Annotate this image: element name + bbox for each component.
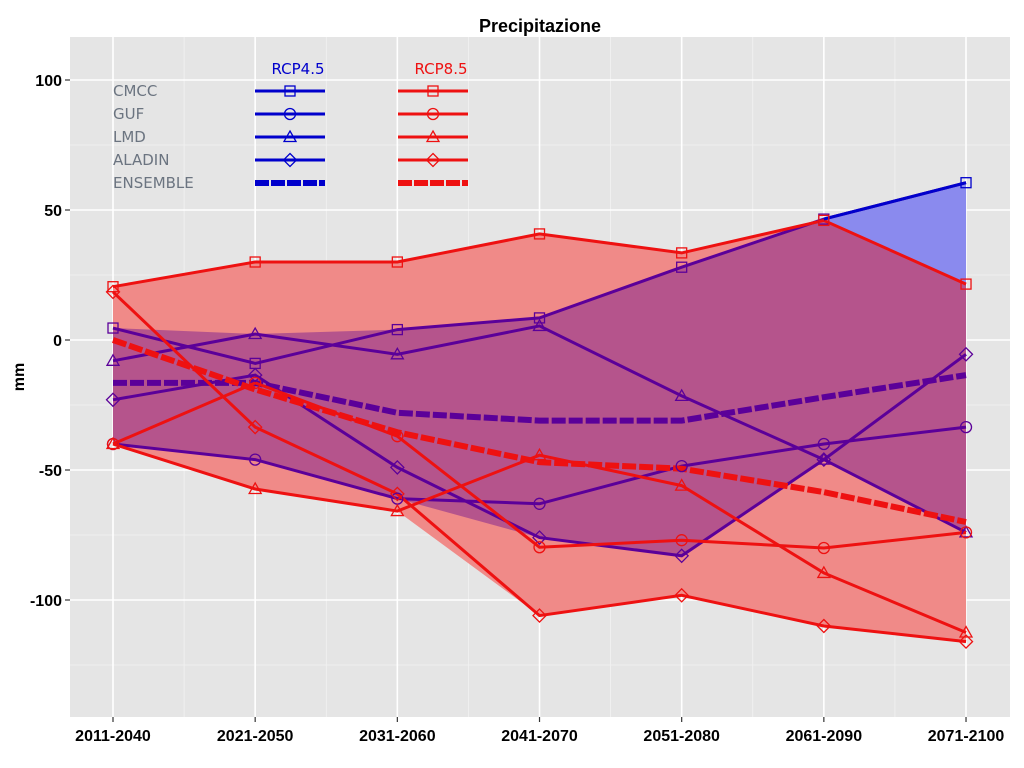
legend-label-guf: GUF bbox=[113, 105, 144, 123]
rcp45-guf-marker bbox=[675, 459, 688, 473]
rcp85-cmcc-marker bbox=[533, 228, 546, 240]
y-axis-label: mm bbox=[11, 363, 28, 391]
rcp45-lmd-marker bbox=[248, 326, 263, 340]
chart-title: Precipitazione bbox=[479, 16, 601, 36]
rcp45-aladin-marker bbox=[958, 346, 974, 362]
rcp85-ensemble-line bbox=[112, 337, 967, 525]
x-tick-label: 2031-2060 bbox=[359, 728, 436, 745]
rcp85-guf-marker bbox=[817, 541, 830, 555]
rcp85-lmd-line bbox=[112, 442, 967, 634]
legend-key-marker bbox=[425, 129, 441, 143]
legend-label-lmd: LMD bbox=[113, 128, 146, 146]
rcp45-cmcc-marker bbox=[533, 312, 546, 324]
rcp85-aladin-marker bbox=[389, 486, 405, 502]
rcp85-cmcc-line bbox=[112, 218, 967, 289]
rcp45-aladin-marker bbox=[247, 367, 263, 383]
legend-label-ensemble: ENSEMBLE bbox=[113, 174, 194, 192]
rcp85-guf-marker bbox=[675, 534, 688, 547]
series-lines bbox=[111, 181, 967, 644]
rcp85-aladin-marker bbox=[958, 634, 974, 650]
rcp85-aladin-marker bbox=[247, 419, 263, 435]
rcp85-guf-line bbox=[112, 381, 967, 550]
legend-key-marker bbox=[283, 107, 297, 121]
rcp85-lmd-marker bbox=[674, 478, 689, 491]
legend-key-marker bbox=[426, 107, 440, 121]
rcp45-aladin-marker bbox=[816, 452, 832, 468]
rcp85-aladin-marker bbox=[532, 608, 547, 624]
y-tick-label: -100 bbox=[30, 593, 62, 610]
rcp45-cmcc-marker bbox=[107, 322, 119, 334]
rcp45-lmd-marker bbox=[390, 346, 405, 360]
rcp85-aladin-marker bbox=[674, 587, 690, 603]
x-tick-label: 2041-2070 bbox=[501, 728, 578, 745]
rcp85-guf-marker bbox=[959, 526, 973, 539]
range-bands bbox=[113, 182, 967, 642]
rcp45-guf-marker bbox=[249, 453, 262, 466]
rcp85-cmcc-marker bbox=[960, 278, 972, 290]
rcp45-lmd-marker bbox=[105, 353, 121, 366]
rcp85-lmd-marker bbox=[248, 481, 263, 495]
rcp45-guf-marker bbox=[817, 437, 830, 451]
rcp45-cmcc-line-outside bbox=[823, 181, 967, 221]
rcp85-lmd-marker bbox=[105, 436, 121, 450]
x-tick-label: 2071-2100 bbox=[928, 728, 1005, 745]
legend-key-marker bbox=[282, 129, 298, 143]
legend-label-cmcc: CMCC bbox=[113, 82, 157, 100]
rcp45-aladin-marker bbox=[389, 459, 405, 475]
y-tick-label: 100 bbox=[35, 73, 62, 90]
rcp85-lmd-marker bbox=[816, 565, 831, 579]
x-axis: 2011-2040 2021-2050 2031-2060 2041-2070 2051… bbox=[75, 717, 1004, 745]
rcp85-aladin-line bbox=[111, 290, 967, 644]
legend-header-rcp85: RCP8.5 bbox=[414, 60, 467, 78]
series-markers bbox=[105, 177, 974, 650]
rcp85-cmcc-marker bbox=[107, 281, 119, 293]
rcp85-aladin-marker bbox=[816, 618, 832, 634]
x-tick-label: 2061-2090 bbox=[786, 728, 863, 745]
rcp45-aladin-marker bbox=[674, 548, 690, 564]
x-tick-label: 2021-2050 bbox=[217, 728, 294, 745]
rcp45-cmcc-marker bbox=[676, 261, 688, 273]
rcp85-cmcc-marker bbox=[249, 256, 261, 268]
rcp85-lmd-marker bbox=[958, 625, 974, 638]
legend: RCP4.5 RCP8.5 CMCC GUF LMD ALADIN ENSEMBLE bbox=[113, 60, 468, 192]
rcp45-lmd-marker bbox=[816, 452, 831, 465]
rcp85-cmcc-marker bbox=[391, 256, 403, 268]
rcp85-guf-marker bbox=[391, 430, 404, 443]
legend-key-marker bbox=[282, 152, 298, 168]
rcp85-cmcc-marker bbox=[676, 247, 688, 259]
rcp45-guf-marker bbox=[959, 420, 973, 434]
legend-key-marker bbox=[284, 85, 296, 97]
rcp45-aladin-line bbox=[112, 353, 967, 558]
legend-label-aladin: ALADIN bbox=[113, 151, 169, 169]
y-tick-label: 50 bbox=[44, 203, 62, 220]
legend-key-marker bbox=[427, 85, 439, 97]
x-tick-label: 2011-2040 bbox=[75, 728, 151, 745]
rcp85-guf-marker bbox=[249, 376, 262, 390]
rcp45-cmcc-marker bbox=[391, 323, 403, 336]
rcp45-guf-line bbox=[112, 425, 967, 506]
rcp45-lmd-marker bbox=[532, 318, 547, 332]
rcp45-lmd-marker bbox=[958, 525, 974, 538]
legend-header-rcp45: RCP4.5 bbox=[271, 60, 324, 78]
rcp45-cmcc-marker bbox=[960, 177, 972, 189]
rcp45-lmd-marker bbox=[674, 388, 689, 402]
y-tick-label: 0 bbox=[53, 333, 62, 350]
rcp85-lmd-marker bbox=[532, 447, 547, 461]
rcp45-guf-marker bbox=[533, 497, 546, 510]
y-tick-label: -50 bbox=[39, 463, 62, 480]
rcp45-aladin-marker bbox=[532, 530, 547, 546]
legend-key-marker bbox=[425, 152, 441, 168]
rcp85-cmcc-marker bbox=[818, 214, 830, 227]
rcp85-guf-marker bbox=[533, 541, 546, 554]
y-axis: 100 50 0 -50 -100 bbox=[30, 73, 70, 610]
rcp85-aladin-marker bbox=[105, 284, 121, 300]
rcp85-lmd-marker bbox=[390, 503, 405, 517]
rcp45-aladin-marker bbox=[105, 392, 121, 408]
x-tick-label: 2051-2080 bbox=[643, 728, 720, 745]
